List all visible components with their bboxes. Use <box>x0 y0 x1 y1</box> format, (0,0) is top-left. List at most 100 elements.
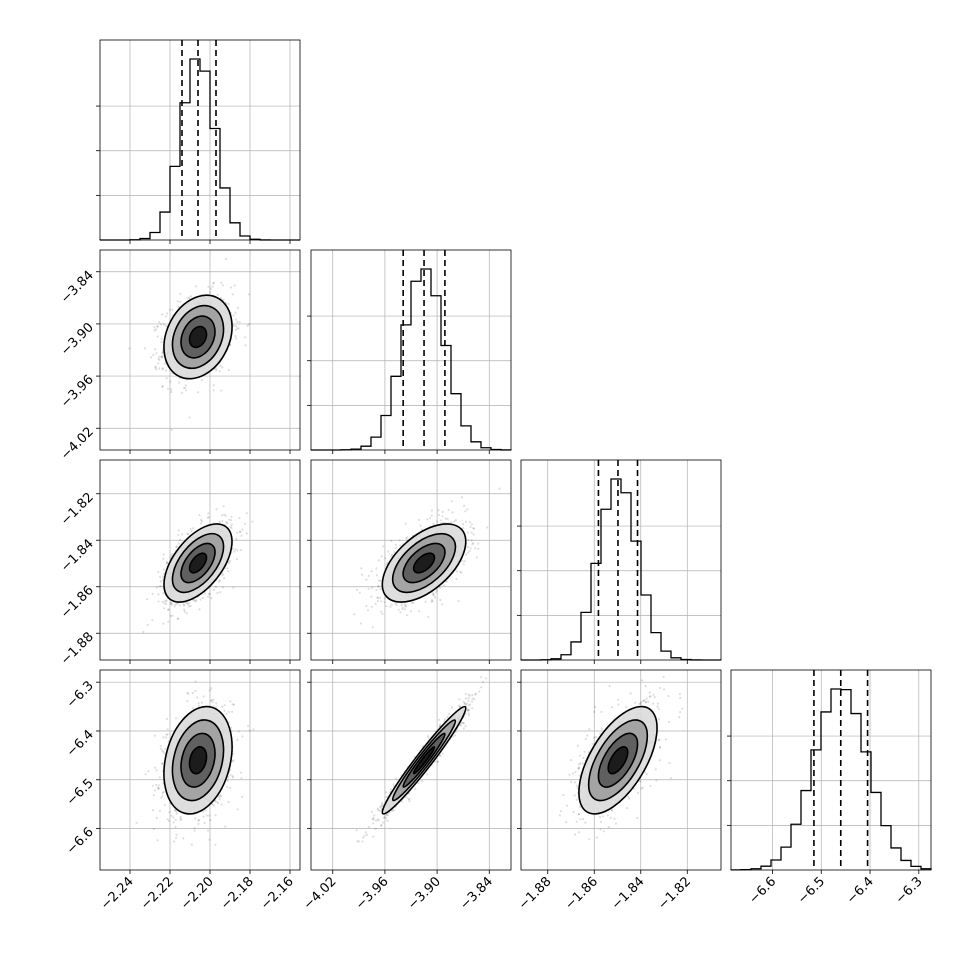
sample-point <box>401 607 404 611</box>
sample-point <box>464 692 467 695</box>
sample-point <box>466 531 469 534</box>
sample-point <box>158 809 161 812</box>
sample-point <box>224 825 227 828</box>
sample-point <box>189 527 192 531</box>
sample-point <box>229 774 232 777</box>
sample-point <box>167 819 171 823</box>
sample-point <box>154 365 157 368</box>
sample-point <box>178 381 181 384</box>
sample-point <box>179 816 182 819</box>
sample-point <box>163 607 166 610</box>
sample-point <box>236 738 239 742</box>
sample-point <box>158 321 161 324</box>
sample-point <box>154 789 157 792</box>
sample-point <box>468 521 471 524</box>
sample-point <box>161 351 164 354</box>
sample-point <box>486 526 489 529</box>
sample-point <box>442 584 445 587</box>
sample-point <box>181 533 184 536</box>
sample-point <box>394 602 397 605</box>
sample-point <box>215 800 218 803</box>
sample-point <box>215 367 218 370</box>
panel-frame <box>310 459 512 661</box>
sample-point <box>166 818 169 821</box>
contour-level <box>412 552 436 574</box>
sample-point <box>227 800 230 804</box>
sample-point <box>234 335 237 338</box>
sample-point <box>174 603 177 606</box>
sample-point <box>390 603 393 606</box>
sample-point <box>393 551 396 554</box>
sample-point <box>374 602 377 605</box>
sample-point <box>194 285 197 288</box>
sample-point <box>207 285 210 288</box>
sample-point <box>229 525 232 528</box>
sample-point <box>245 532 248 535</box>
sample-point <box>164 747 167 751</box>
sample-point <box>165 600 168 603</box>
sample-point <box>234 311 237 314</box>
sample-point <box>232 324 235 327</box>
sample-point <box>194 600 197 603</box>
sample-point <box>469 525 472 529</box>
sample-point <box>463 560 466 563</box>
sample-point <box>175 833 178 836</box>
sample-point <box>163 323 166 326</box>
sample-point <box>405 614 409 617</box>
sample-point <box>461 527 465 530</box>
sample-point <box>211 803 214 806</box>
sample-point <box>169 556 172 559</box>
sample-point <box>188 416 191 419</box>
histogram-panel <box>727 669 932 871</box>
sample-point <box>467 697 470 700</box>
sample-point <box>191 692 194 695</box>
sample-point <box>470 523 473 526</box>
sample-point <box>186 691 189 694</box>
sample-point <box>464 725 467 728</box>
sample-point <box>209 291 212 294</box>
sample-point <box>161 356 164 359</box>
sample-point <box>241 795 244 799</box>
sample-point <box>438 723 441 726</box>
sample-point <box>143 347 146 350</box>
sample-point <box>418 610 421 613</box>
sample-point <box>185 612 188 615</box>
sample-point <box>229 344 232 347</box>
sample-point <box>429 517 432 520</box>
sample-point <box>209 818 212 822</box>
sample-point <box>376 599 379 603</box>
sample-point <box>405 537 408 540</box>
sample-point <box>221 705 224 708</box>
sample-point <box>430 509 433 512</box>
sample-point <box>161 313 164 316</box>
sample-point <box>197 704 200 707</box>
sample-point <box>379 596 382 599</box>
sample-point <box>169 614 172 618</box>
sample-point <box>365 578 368 581</box>
sample-point <box>466 709 469 712</box>
sample-point <box>188 602 191 605</box>
sample-point <box>433 596 437 599</box>
sample-point <box>194 689 197 693</box>
sample-point <box>198 608 201 611</box>
sample-point <box>462 523 465 526</box>
sample-point <box>361 573 364 576</box>
sample-point <box>221 520 224 523</box>
sample-point <box>236 306 240 309</box>
sample-point <box>389 788 392 791</box>
sample-point <box>390 539 393 543</box>
sample-point <box>178 604 181 607</box>
sample-point <box>155 352 158 355</box>
sample-point <box>170 554 173 557</box>
sample-point <box>174 818 177 822</box>
sample-point <box>199 522 202 525</box>
sample-point <box>164 599 167 602</box>
sample-point <box>462 727 465 730</box>
sample-point <box>234 325 237 328</box>
sample-point <box>371 626 374 629</box>
sample-point <box>214 814 217 817</box>
sample-point <box>221 284 224 287</box>
sample-point <box>221 574 224 577</box>
sample-point <box>230 515 233 518</box>
